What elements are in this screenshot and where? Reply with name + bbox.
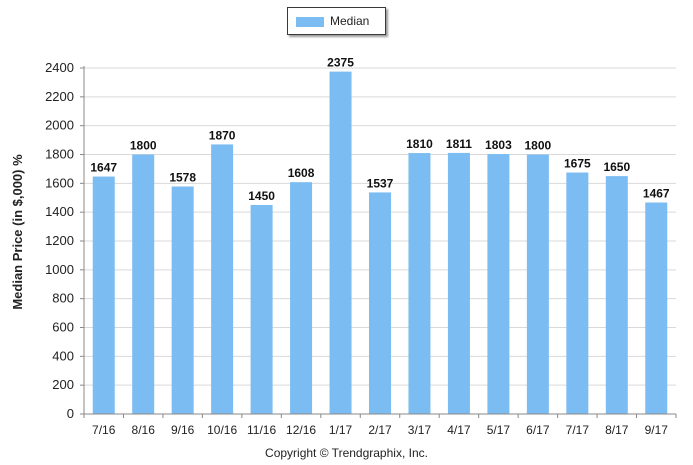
x-tick-label: 3/17 (408, 423, 432, 437)
x-tick-label: 8/17 (605, 423, 629, 437)
copyright-footer: Copyright © Trendgraphix, Inc. (265, 446, 428, 460)
x-tick-label: 7/16 (92, 423, 116, 437)
bar-10-16 (211, 144, 234, 415)
bar-9-16 (171, 186, 194, 414)
legend-label: Median (330, 14, 370, 28)
x-tick-label: 9/17 (645, 423, 669, 437)
data-label: 1870 (209, 128, 236, 142)
bar-11-16 (250, 204, 273, 414)
x-tick-label: 4/17 (447, 423, 471, 437)
legend: Median (287, 7, 386, 35)
y-tick-label: 2400 (45, 60, 74, 75)
y-tick-label: 2200 (45, 89, 74, 104)
x-tick-label: 10/16 (207, 423, 237, 437)
x-tick-label: 6/17 (526, 423, 550, 437)
data-label: 1647 (90, 161, 117, 175)
data-label: 1811 (446, 137, 472, 151)
y-tick-label: 1000 (45, 262, 74, 277)
x-tick-label: 7/17 (566, 423, 590, 437)
bar-1-17 (329, 71, 352, 415)
bar-2-17 (369, 192, 391, 414)
y-tick-label: 200 (52, 377, 74, 392)
x-tick-label: 12/16 (286, 423, 316, 437)
y-tick-label: 1800 (45, 147, 74, 162)
x-tick-label: 2/17 (368, 423, 392, 437)
bar-8-17 (605, 176, 628, 414)
data-label: 1803 (485, 138, 512, 152)
data-label: 1608 (288, 166, 315, 180)
bar-7-17 (566, 172, 589, 414)
data-labels: 1647 1800 1578 1870 1450 1608 2375 1537 1810 1811… (90, 56, 670, 203)
data-label: 1578 (169, 171, 196, 185)
bar-9-17 (645, 202, 668, 414)
legend-swatch (296, 17, 324, 27)
bar-6-17 (526, 154, 549, 414)
y-tick-label: 1200 (45, 233, 74, 248)
bar-7-16 (92, 176, 115, 414)
data-label: 1450 (248, 189, 275, 203)
y-tick-label: 1600 (45, 175, 74, 190)
y-axis-title: Median Price (in $,000) % (10, 154, 25, 310)
data-label: 1650 (603, 160, 630, 174)
x-tick-label: 1/17 (329, 423, 353, 437)
y-axis: 0 200 400 600 800 1000 1200 1400 1600 1800 2000 220… (45, 60, 85, 421)
data-label: 1537 (367, 176, 394, 190)
x-tick-label: 5/17 (487, 423, 511, 437)
bar-12-16 (290, 182, 313, 414)
y-tick-label: 800 (52, 291, 74, 306)
bar-5-17 (487, 154, 510, 414)
data-label: 1800 (525, 139, 552, 153)
x-axis: 7/16 8/16 9/16 10/16 11/16 12/16 1/17 2/17 3/17 4… (83, 413, 677, 437)
x-tick-label: 11/16 (247, 423, 276, 437)
data-label: 1467 (643, 187, 670, 201)
y-tick-label: 0 (67, 406, 74, 421)
data-label: 1800 (130, 139, 157, 153)
bar-8-16 (132, 154, 155, 414)
y-tick-label: 400 (52, 348, 74, 363)
data-label: 2375 (327, 56, 354, 70)
bar-3-17 (408, 153, 431, 414)
y-tick-label: 600 (52, 320, 74, 335)
bars (92, 71, 668, 415)
x-tick-label: 8/16 (132, 423, 156, 437)
y-tick-label: 2000 (45, 118, 74, 133)
y-tick-label: 1400 (45, 204, 74, 219)
data-label: 1675 (564, 157, 591, 171)
x-tick-label: 9/16 (171, 423, 195, 437)
bar-4-17 (447, 152, 470, 414)
data-label: 1810 (406, 137, 433, 151)
